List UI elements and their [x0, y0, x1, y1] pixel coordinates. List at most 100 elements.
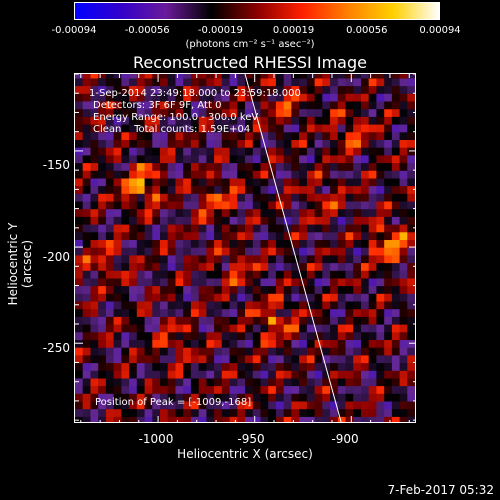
heatmap-cell — [268, 100, 277, 110]
heatmap-cell — [407, 362, 415, 371]
heatmap-cell — [391, 124, 401, 133]
heatmap-cell — [206, 270, 215, 279]
heatmap-cell — [384, 154, 393, 164]
heatmap-cell — [160, 147, 169, 156]
heatmap-cell — [183, 400, 192, 410]
heatmap-cell — [214, 124, 223, 133]
heatmap-cell — [268, 247, 277, 256]
heatmap-cell — [361, 400, 370, 410]
heatmap-cell — [268, 254, 277, 264]
heatmap-cell — [190, 400, 200, 410]
heatmap-cell — [113, 139, 122, 148]
heatmap-cell — [245, 339, 254, 348]
heatmap-cell — [113, 408, 122, 417]
heatmap-cell — [113, 124, 122, 133]
heatmap-cell — [260, 262, 269, 271]
heatmap-cell — [175, 239, 184, 248]
heatmap-cell — [129, 377, 138, 387]
heatmap-cell — [283, 139, 292, 148]
heatmap-cell — [75, 131, 84, 140]
heatmap-cell — [206, 339, 215, 348]
heatmap-cell — [314, 170, 323, 179]
heatmap-cell — [407, 239, 415, 248]
heatmap-cell — [245, 324, 254, 333]
heatmap-cell — [144, 224, 153, 233]
heatmap-cell — [299, 224, 308, 233]
heatmap-cell — [221, 154, 231, 164]
heatmap-cell — [98, 362, 107, 371]
heatmap-cell — [314, 270, 323, 279]
heatmap-cell — [129, 200, 138, 210]
heatmap-cell — [268, 270, 277, 279]
heatmap-cell — [98, 300, 107, 310]
heatmap-cell — [322, 377, 331, 387]
heatmap-cell — [330, 293, 339, 302]
heatmap-cell — [190, 177, 200, 187]
heatmap-cell — [206, 147, 215, 156]
heatmap-cell — [283, 362, 292, 371]
heatmap-cell — [291, 354, 300, 364]
heatmap-cell — [175, 208, 184, 217]
heatmap-cell — [144, 74, 153, 79]
heatmap-cell — [136, 270, 146, 279]
heatmap-cell — [105, 93, 115, 102]
heatmap-cell — [198, 400, 207, 410]
heatmap-cell — [391, 308, 401, 317]
heatmap-cell — [368, 170, 377, 179]
heatmap-cell — [283, 193, 292, 202]
heatmap-cell — [144, 116, 153, 125]
heatmap-cell — [152, 231, 161, 240]
heatmap-cell — [353, 324, 362, 333]
heatmap-cell — [129, 270, 138, 279]
heatmap-cell — [314, 254, 323, 264]
heatmap-cell — [105, 170, 115, 179]
heatmap-cell — [252, 408, 262, 417]
heatmap-cell — [113, 370, 122, 379]
heatmap-cell — [415, 293, 416, 301]
heatmap-cell — [330, 400, 339, 410]
heatmap-cell — [129, 139, 138, 148]
heatmap-cell — [260, 185, 269, 194]
heatmap-cell — [214, 385, 223, 394]
heatmap-cell — [144, 254, 153, 264]
heatmap-cell — [407, 247, 415, 256]
heatmap-cell — [322, 131, 331, 140]
heatmap-cell — [283, 385, 292, 394]
heatmap-cell — [399, 185, 408, 194]
heatmap-cell — [183, 131, 192, 140]
heatmap-cell — [337, 247, 347, 256]
heatmap-cell — [167, 147, 176, 156]
heatmap-cell — [113, 77, 122, 87]
heatmap-cell — [306, 393, 316, 402]
heatmap-cell — [368, 300, 377, 310]
heatmap-cell — [407, 170, 415, 179]
heatmap-cell — [415, 247, 416, 255]
heatmap-cell — [245, 200, 254, 210]
heatmap-cell — [361, 239, 370, 248]
heatmap-cell — [175, 293, 184, 302]
heatmap-cell — [206, 216, 215, 225]
heatmap-cell — [353, 308, 362, 317]
heatmap-cell — [237, 300, 246, 310]
heatmap-cell — [260, 208, 269, 217]
heatmap-cell — [190, 300, 200, 310]
heatmap-cell — [214, 316, 223, 325]
heatmap-cell — [113, 293, 122, 302]
heatmap-cell — [330, 254, 339, 264]
heatmap-cell — [82, 270, 91, 279]
heatmap-cell — [275, 285, 285, 294]
heatmap-cell — [183, 324, 192, 333]
heatmap-cell — [283, 331, 292, 340]
heatmap-image — [75, 74, 416, 422]
heatmap-cell — [314, 139, 323, 148]
heatmap-cell — [353, 293, 362, 302]
heatmap-cell — [152, 116, 161, 125]
heatmap-cell — [90, 316, 99, 325]
heatmap-cell — [353, 408, 362, 417]
heatmap-cell — [345, 108, 354, 117]
heatmap-cell — [113, 270, 122, 279]
heatmap-cell — [361, 100, 370, 110]
heatmap-cell — [167, 293, 176, 302]
plot-area: 1-Sep-2014 23:49:18.000 to 23:59:18.000 … — [74, 73, 416, 423]
heatmap-cell — [330, 324, 339, 333]
